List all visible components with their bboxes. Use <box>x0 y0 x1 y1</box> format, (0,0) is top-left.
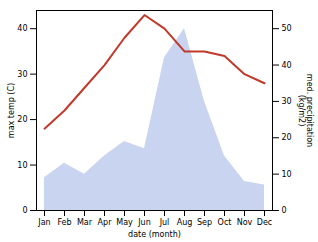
svg-text:Jan: Jan <box>37 218 50 227</box>
svg-text:10: 10 <box>17 161 27 170</box>
svg-text:May: May <box>116 218 133 227</box>
svg-text:40: 40 <box>17 24 27 33</box>
svg-text:20: 20 <box>17 115 27 124</box>
svg-text:date (month): date (month) <box>128 230 181 239</box>
svg-text:10: 10 <box>282 170 292 179</box>
svg-text:Apr: Apr <box>98 218 113 227</box>
svg-text:0: 0 <box>22 206 27 215</box>
svg-text:max temp (C): max temp (C) <box>7 83 16 138</box>
svg-text:30: 30 <box>17 70 27 79</box>
svg-text:med. precipitation(kg/m2): med. precipitation(kg/m2) <box>297 74 314 147</box>
svg-text:50: 50 <box>282 24 292 33</box>
svg-text:20: 20 <box>282 133 292 142</box>
svg-text:0: 0 <box>282 206 287 215</box>
svg-text:Dec: Dec <box>257 218 272 227</box>
svg-text:Nov: Nov <box>237 218 253 227</box>
svg-text:Mar: Mar <box>77 218 93 227</box>
svg-text:Sep: Sep <box>197 218 212 227</box>
svg-text:30: 30 <box>282 97 292 106</box>
svg-text:Aug: Aug <box>177 218 193 227</box>
svg-text:Jun: Jun <box>137 218 151 227</box>
svg-text:Oct: Oct <box>218 218 232 227</box>
svg-text:Feb: Feb <box>57 218 71 227</box>
svg-text:Jul: Jul <box>159 218 170 227</box>
svg-text:40: 40 <box>282 61 292 70</box>
